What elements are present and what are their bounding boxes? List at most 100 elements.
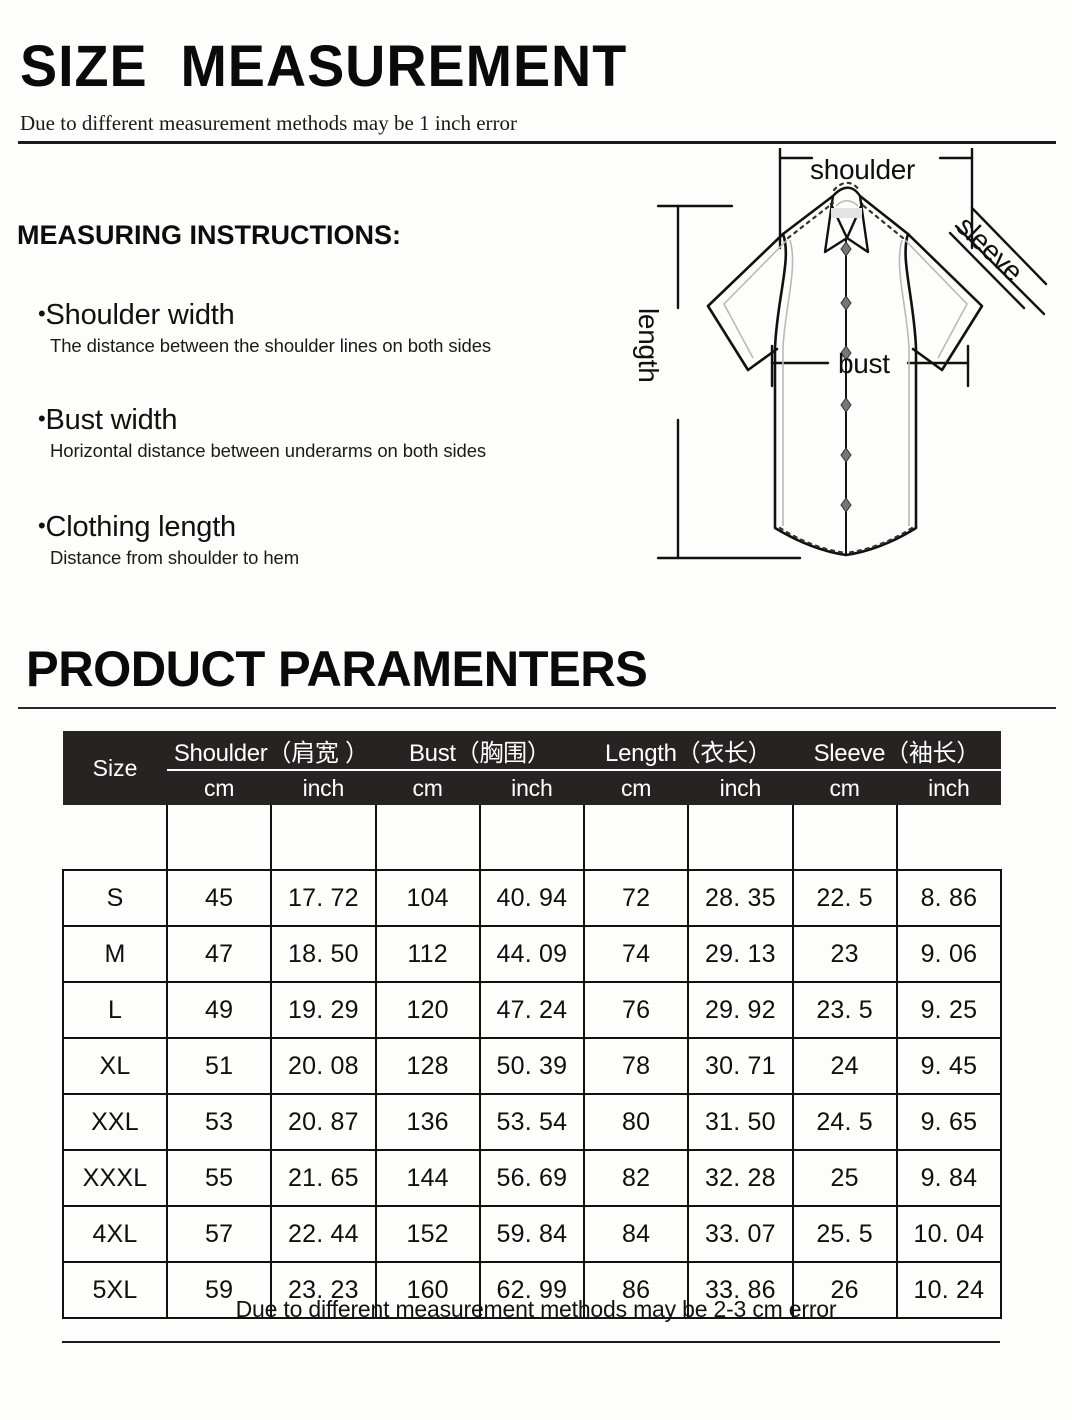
instruction-item-clothing-length: •Clothing length Distance from shoulder … xyxy=(38,512,299,569)
stitch-right-shoulder xyxy=(858,201,905,240)
table-row: XXXL 55 21. 65 144 56. 69 82 32. 28 25 9. 84 xyxy=(62,1149,1003,1207)
cell-value: 20. 87 xyxy=(270,1093,377,1151)
stitch-hem-right xyxy=(844,526,914,555)
page-subtitle: Due to different measurement methods may… xyxy=(20,111,518,135)
cell-value: 9. 84 xyxy=(895,1149,1003,1207)
right-shoulder-seam xyxy=(858,194,910,236)
cell-value: 86 xyxy=(582,1261,690,1319)
size-table-container: Size Shoulder（肩宽 ） Bust（胸围） Length（衣长） S… xyxy=(62,731,1003,1319)
cell-value: 9. 65 xyxy=(895,1093,1003,1151)
size-table-body: S 45 17. 72 104 40. 94 72 28. 35 22. 5 8. 86 M 47 1… xyxy=(62,805,1003,1319)
cell-size: S xyxy=(62,869,168,927)
bullet-icon: • xyxy=(38,513,46,538)
cell-value: 9. 45 xyxy=(895,1037,1003,1095)
bullet-icon: • xyxy=(38,301,46,326)
cell-value: 23. 5 xyxy=(791,981,898,1039)
product-parameters-heading: PRODUCT PARAMENTERS xyxy=(26,641,648,697)
unit-header-length-cm: cm xyxy=(584,770,689,805)
cell-value: 32. 28 xyxy=(687,1149,794,1207)
cell-value: 31. 50 xyxy=(687,1093,794,1151)
table-row: XL 51 20. 08 128 50. 39 78 30. 71 24 9. 45 xyxy=(62,1037,1003,1095)
diagram-label-length: length xyxy=(633,308,664,383)
unit-header-bust-cm: cm xyxy=(375,770,480,805)
column-header-length: Length（衣长） xyxy=(584,731,793,771)
diagram-label-shoulder: shoulder xyxy=(810,154,916,185)
cell-value: 9. 25 xyxy=(895,981,1003,1039)
table-row: 5XL 59 23. 23 160 62. 99 86 33. 86 26 10. 24 xyxy=(62,1261,1003,1319)
product-parameters-divider xyxy=(18,707,1056,709)
instruction-label: •Bust width xyxy=(38,405,486,435)
collar-left-point xyxy=(823,194,849,254)
instruction-detail: Distance from shoulder to hem xyxy=(50,547,300,569)
column-header-shoulder: Shoulder（肩宽 ） xyxy=(167,731,376,771)
cell-value: 24 xyxy=(791,1037,898,1095)
inner-panel-right xyxy=(898,239,910,526)
cell-value: 144 xyxy=(374,1149,481,1207)
cell-value: 8. 86 xyxy=(895,869,1003,927)
button-2 xyxy=(840,295,852,311)
table-row: S 45 17. 72 104 40. 94 72 28. 35 22. 5 8. 86 xyxy=(62,869,1003,927)
cell-value: 55 xyxy=(165,1149,273,1207)
stitch-hem-left xyxy=(778,526,848,555)
cell-value: 22. 44 xyxy=(270,1205,377,1263)
cell-value: 9. 06 xyxy=(895,925,1003,983)
cell-value: 19. 29 xyxy=(270,981,377,1039)
inner-panel-left xyxy=(782,239,794,526)
cell-value: 59 xyxy=(165,1261,273,1319)
instruction-label: •Clothing length xyxy=(38,512,299,542)
button-1 xyxy=(840,241,852,257)
unit-header-shoulder-inch: inch xyxy=(271,770,376,805)
cell-size: XXXL xyxy=(62,1149,168,1207)
cell-value: 40. 94 xyxy=(478,869,586,927)
unit-header-length-inch: inch xyxy=(688,770,793,805)
button-6 xyxy=(840,497,852,513)
page-title: SIZE MEASUREMENT xyxy=(20,34,628,99)
cell-value: 33. 07 xyxy=(687,1205,794,1263)
instruction-detail: The distance between the shoulder lines … xyxy=(50,335,492,357)
collar-band xyxy=(831,186,862,198)
cell-value: 24. 5 xyxy=(791,1093,898,1151)
cell-value: 53. 54 xyxy=(478,1093,586,1151)
table-row: 4XL 57 22. 44 152 59. 84 84 33. 07 25. 5 10. 04 xyxy=(62,1205,1003,1263)
unit-header-bust-inch: inch xyxy=(479,770,584,805)
cell-value: 33. 86 xyxy=(687,1261,794,1319)
cell-value: 51 xyxy=(165,1037,273,1095)
cell-value: 49 xyxy=(165,981,273,1039)
cell-value: 17. 72 xyxy=(270,869,377,927)
body-left xyxy=(773,232,848,557)
cell-size: 5XL xyxy=(62,1261,168,1319)
inner-sleeve-left xyxy=(723,239,788,359)
cell-value: 50. 39 xyxy=(478,1037,586,1095)
cell-size: XXL xyxy=(62,1093,168,1151)
button-group xyxy=(840,241,852,513)
cell-value: 59. 84 xyxy=(478,1205,586,1263)
cell-value: 78 xyxy=(582,1037,690,1095)
button-3 xyxy=(840,345,852,361)
cell-value: 10. 24 xyxy=(895,1261,1003,1319)
cell-value: 76 xyxy=(582,981,690,1039)
cell-value: 45 xyxy=(165,869,273,927)
cell-size: XL xyxy=(62,1037,168,1095)
right-sleeve xyxy=(906,232,984,372)
cell-value: 84 xyxy=(582,1205,690,1263)
cell-value: 44. 09 xyxy=(478,925,586,983)
instruction-label: •Shoulder width xyxy=(38,300,491,330)
instruction-title: Shoulder width xyxy=(45,299,235,331)
inner-sleeve-right xyxy=(904,239,968,359)
stitch-left-shoulder xyxy=(786,201,835,240)
header-row-units: cm inch cm inch cm inch cm inch xyxy=(63,770,1002,805)
button-5 xyxy=(840,447,852,463)
cell-size: 4XL xyxy=(62,1205,168,1263)
unit-header-shoulder-cm: cm xyxy=(167,770,272,805)
cell-value: 160 xyxy=(374,1261,481,1319)
instruction-detail: Horizontal distance between underarms on… xyxy=(50,440,487,462)
cell-value: 22. 5 xyxy=(791,869,898,927)
cell-value: 74 xyxy=(582,925,690,983)
footer-divider xyxy=(62,1341,1000,1343)
body-right xyxy=(844,232,918,557)
shirt-measurement-diagram: shoulder sleeve bust length xyxy=(620,148,1072,593)
cell-value: 30. 71 xyxy=(687,1037,794,1095)
size-table-head: Size Shoulder（肩宽 ） Bust（胸围） Length（衣长） S… xyxy=(63,731,1002,805)
cell-value: 152 xyxy=(374,1205,481,1263)
cell-value: 28. 35 xyxy=(687,869,794,927)
